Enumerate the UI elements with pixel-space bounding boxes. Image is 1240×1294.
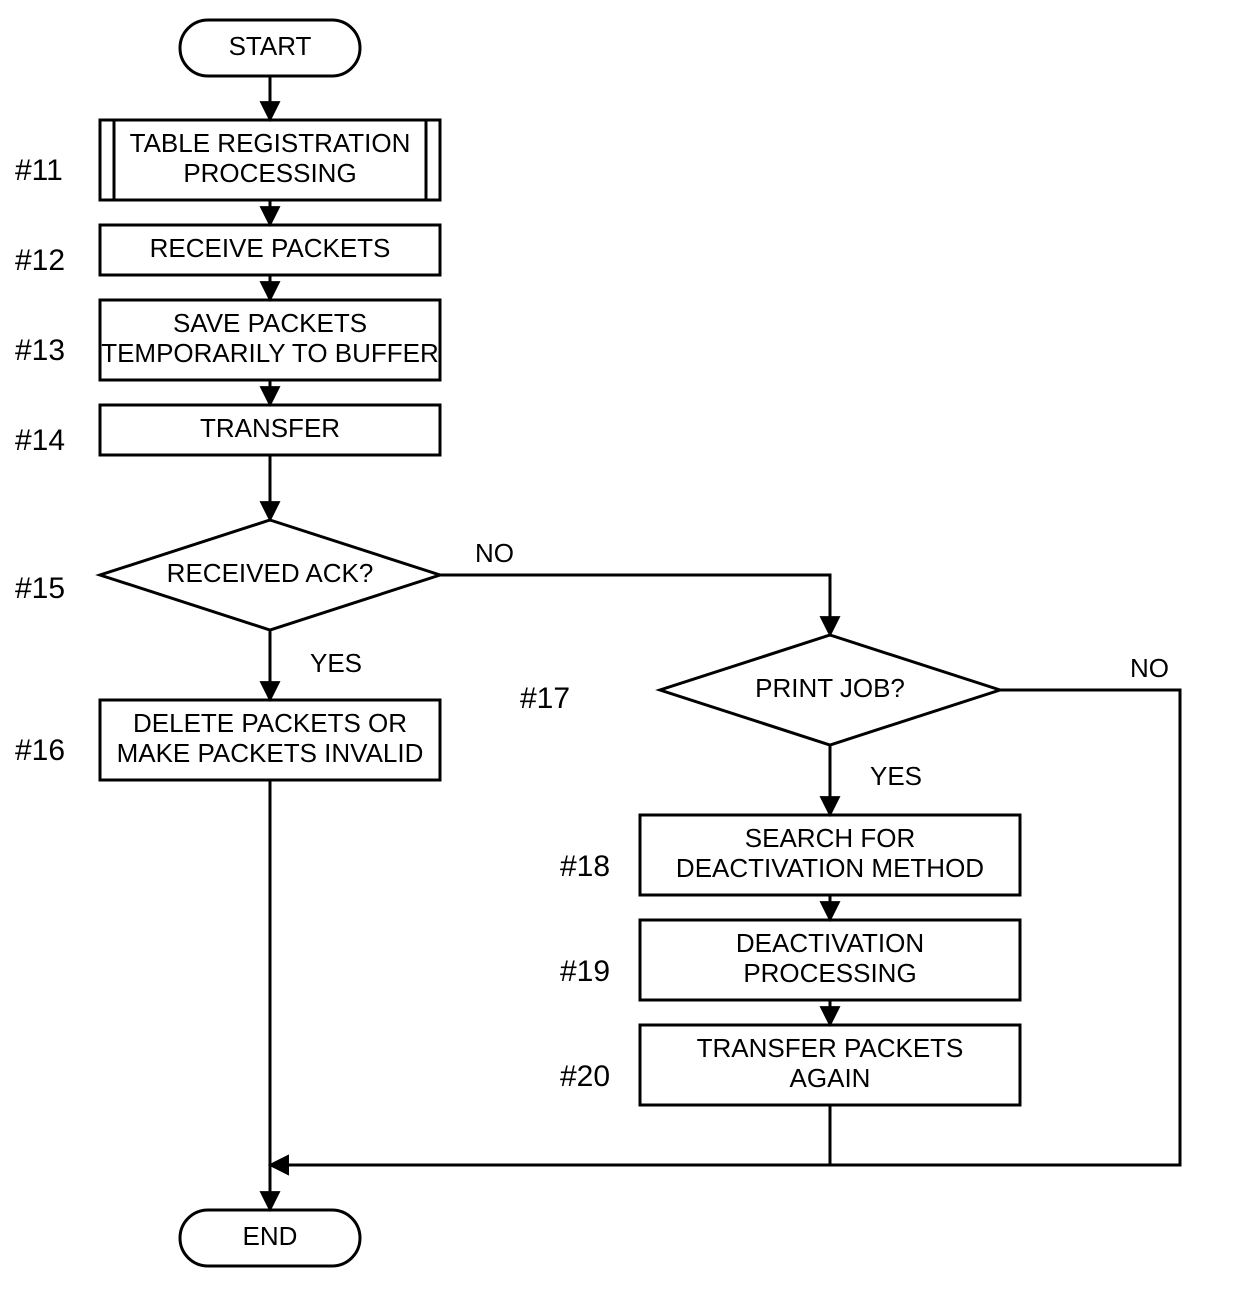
node-n18: SEARCH FORDEACTIVATION METHOD [640, 815, 1020, 895]
edge-label: NO [1130, 653, 1169, 683]
svg-text:TRANSFER PACKETS: TRANSFER PACKETS [697, 1033, 964, 1063]
step-tag: #12 [15, 244, 65, 277]
edge-label: NO [475, 538, 514, 568]
svg-text:PROCESSING: PROCESSING [183, 158, 356, 188]
node-d15: RECEIVED ACK? [100, 520, 440, 630]
svg-text:SAVE PACKETS: SAVE PACKETS [173, 308, 367, 338]
edge-label: YES [310, 648, 362, 678]
flowchart-canvas: STARTTABLE REGISTRATIONPROCESSINGRECEIVE… [0, 0, 1240, 1294]
svg-text:DEACTIVATION: DEACTIVATION [736, 928, 924, 958]
svg-text:DELETE PACKETS OR: DELETE PACKETS OR [133, 708, 407, 738]
step-tag: #20 [560, 1060, 610, 1093]
svg-text:TEMPORARILY TO BUFFER: TEMPORARILY TO BUFFER [101, 338, 439, 368]
svg-text:RECEIVED ACK?: RECEIVED ACK? [167, 558, 374, 588]
step-tag: #17 [520, 682, 570, 715]
svg-text:SEARCH FOR: SEARCH FOR [745, 823, 915, 853]
svg-text:TABLE REGISTRATION: TABLE REGISTRATION [130, 128, 411, 158]
node-n19: DEACTIVATIONPROCESSING [640, 920, 1020, 1000]
step-tag: #13 [15, 334, 65, 367]
svg-text:PRINT JOB?: PRINT JOB? [755, 673, 905, 703]
edge-label: YES [870, 761, 922, 791]
step-tag: #16 [15, 734, 65, 767]
node-n20: TRANSFER PACKETSAGAIN [640, 1025, 1020, 1105]
node-n16: DELETE PACKETS ORMAKE PACKETS INVALID [100, 700, 440, 780]
step-tag: #18 [560, 850, 610, 883]
node-start: START [180, 20, 360, 76]
node-n11: TABLE REGISTRATIONPROCESSING [100, 120, 440, 200]
step-tag: #15 [15, 572, 65, 605]
svg-text:AGAIN: AGAIN [790, 1063, 871, 1093]
step-tag: #11 [15, 154, 63, 187]
node-d17: PRINT JOB? [660, 635, 1000, 745]
svg-text:RECEIVE PACKETS: RECEIVE PACKETS [150, 233, 391, 263]
step-tag: #19 [560, 955, 610, 988]
svg-text:START: START [229, 31, 312, 61]
svg-text:TRANSFER: TRANSFER [200, 413, 340, 443]
svg-text:END: END [243, 1221, 298, 1251]
node-n13: SAVE PACKETSTEMPORARILY TO BUFFER [100, 300, 440, 380]
svg-text:MAKE PACKETS INVALID: MAKE PACKETS INVALID [117, 738, 424, 768]
edge-n20-merge [270, 1105, 830, 1165]
svg-text:PROCESSING: PROCESSING [743, 958, 916, 988]
svg-text:DEACTIVATION METHOD: DEACTIVATION METHOD [676, 853, 984, 883]
step-tag: #14 [15, 424, 65, 457]
edge-d15-d17 [440, 575, 830, 635]
node-end: END [180, 1210, 360, 1266]
node-n14: TRANSFER [100, 405, 440, 455]
node-n12: RECEIVE PACKETS [100, 225, 440, 275]
